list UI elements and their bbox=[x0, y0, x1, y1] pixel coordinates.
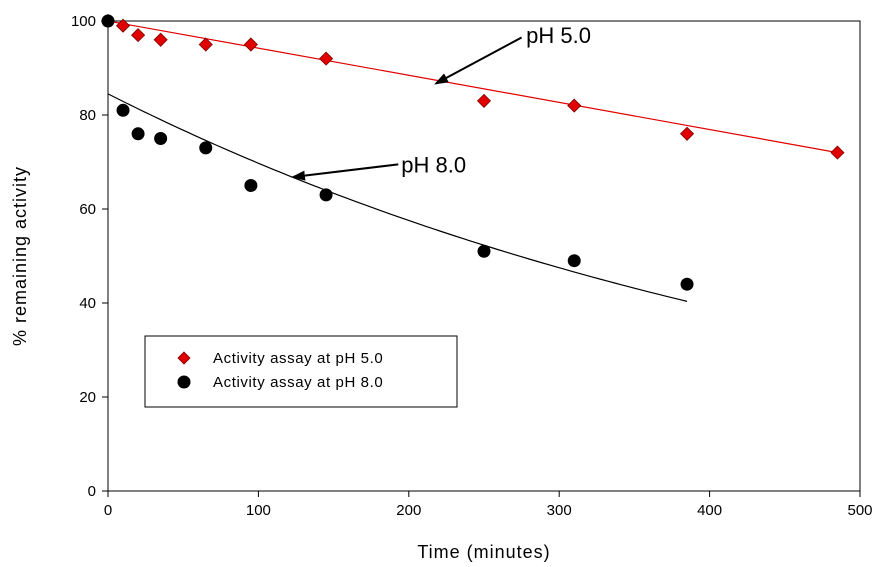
plot-area-frame bbox=[107, 20, 861, 492]
x-axis-title: Time (minutes) bbox=[417, 542, 550, 562]
data-point-ph5 bbox=[319, 51, 334, 66]
data-point-ph5 bbox=[243, 37, 258, 52]
legend-marker-ph5 bbox=[177, 351, 191, 365]
y-tick-label: 20 bbox=[79, 389, 96, 406]
annotation-arrow-ph8 bbox=[291, 163, 399, 181]
legend-marker-ph8 bbox=[177, 375, 191, 389]
legend: Activity assay at pH 5.0 Activity assay … bbox=[144, 335, 458, 408]
data-point-ph5 bbox=[830, 145, 845, 160]
data-point-ph8 bbox=[680, 277, 694, 291]
data-point-ph5 bbox=[567, 98, 582, 113]
x-tick-label: 300 bbox=[547, 502, 572, 519]
x-tick-label: 0 bbox=[104, 502, 112, 519]
data-point-ph5 bbox=[131, 28, 146, 43]
data-point-ph5 bbox=[115, 18, 131, 33]
data-points bbox=[100, 13, 845, 291]
x-tick-labels: 0 100 200 300 400 500 bbox=[104, 502, 873, 519]
data-point-ph5 bbox=[153, 32, 168, 47]
data-point-ph5 bbox=[476, 93, 492, 108]
x-tick-label: 100 bbox=[246, 502, 271, 519]
data-point-ph8 bbox=[154, 132, 168, 145]
y-tick-label: 100 bbox=[71, 13, 96, 30]
y-tick-labels: 0 20 40 60 80 100 bbox=[71, 13, 96, 500]
y-tick-label: 40 bbox=[79, 295, 96, 312]
annotation-label-ph5: pH 5.0 bbox=[526, 23, 591, 48]
x-tick-label: 200 bbox=[396, 502, 421, 519]
data-point-ph5 bbox=[198, 37, 213, 52]
x-tick-label: 500 bbox=[847, 502, 872, 519]
annotations: pH 5.0 pH 8.0 bbox=[291, 23, 591, 181]
annotation-arrow-ph5 bbox=[434, 36, 523, 85]
data-point-ph8 bbox=[319, 188, 333, 202]
axis-ticks bbox=[102, 20, 861, 497]
y-tick-label: 80 bbox=[79, 107, 96, 124]
data-point-ph5 bbox=[679, 126, 695, 141]
data-point-ph8 bbox=[116, 103, 130, 117]
data-point-ph8 bbox=[101, 14, 115, 28]
y-tick-label: 60 bbox=[79, 201, 96, 218]
y-tick-label: 0 bbox=[88, 483, 96, 500]
fit-lines bbox=[107, 20, 838, 302]
data-point-ph8 bbox=[199, 141, 213, 155]
data-point-ph8 bbox=[131, 127, 145, 141]
data-point-ph8 bbox=[244, 179, 258, 192]
fit-line-ph5 bbox=[107, 20, 838, 154]
x-tick-label: 400 bbox=[697, 502, 722, 519]
data-point-ph8 bbox=[477, 244, 491, 258]
legend-label-ph5: Activity assay at pH 5.0 bbox=[213, 350, 383, 367]
y-axis-title: % remaining activity bbox=[10, 166, 30, 346]
data-point-ph8 bbox=[567, 254, 581, 268]
fit-curve-ph8 bbox=[107, 93, 688, 302]
annotation-label-ph8: pH 8.0 bbox=[401, 152, 466, 177]
legend-box bbox=[144, 335, 458, 408]
legend-label-ph8: Activity assay at pH 8.0 bbox=[213, 374, 383, 391]
